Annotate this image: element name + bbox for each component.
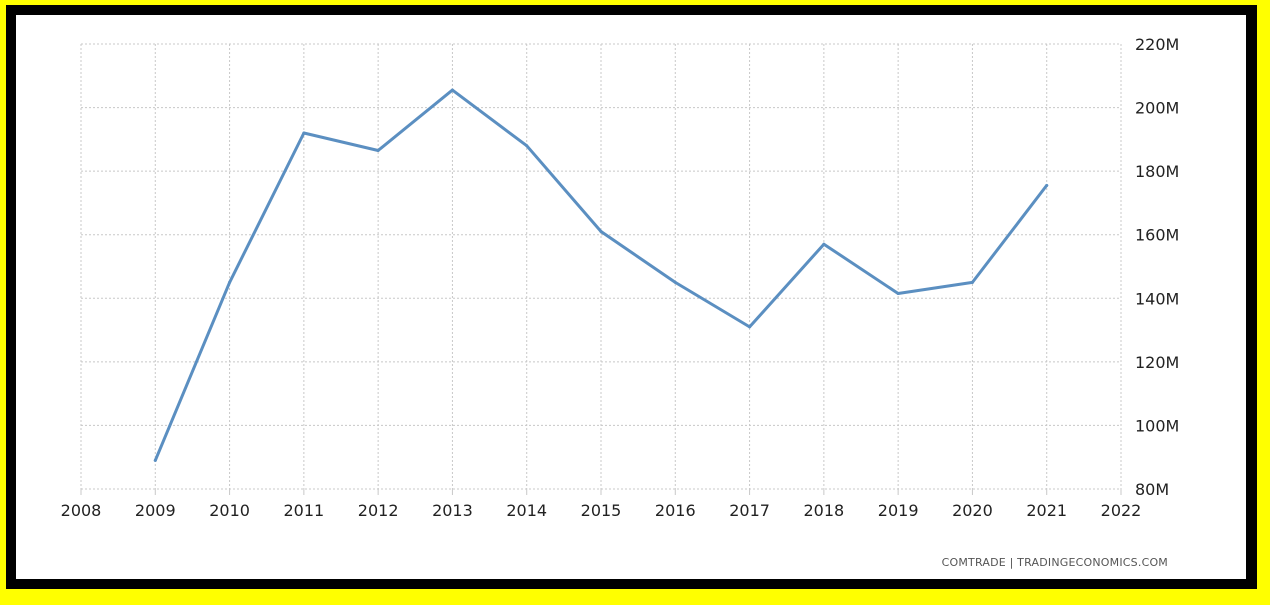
x-axis-ticks: 2008 2009 2010 2011 2012 2013 2014 2015 2016 2017… bbox=[61, 501, 1142, 520]
data-point bbox=[1045, 183, 1049, 187]
x-tick-label: 2015 bbox=[581, 501, 622, 520]
chart-frame: 2008 2009 2010 2011 2012 2013 2014 2015 2016 2017… bbox=[6, 5, 1257, 589]
x-tick-label: 2018 bbox=[803, 501, 844, 520]
x-tick-label: 2016 bbox=[655, 501, 696, 520]
y-tick-label: 120M bbox=[1135, 353, 1179, 372]
x-tick-label: 2013 bbox=[432, 501, 473, 520]
data-point bbox=[228, 280, 232, 284]
x-tick-label: 2020 bbox=[952, 501, 993, 520]
data-point bbox=[153, 458, 157, 462]
x-tick-label: 2009 bbox=[135, 501, 176, 520]
x-tick-label: 2019 bbox=[878, 501, 919, 520]
data-point bbox=[748, 325, 752, 329]
data-point bbox=[673, 280, 677, 284]
y-tick-label: 180M bbox=[1135, 162, 1179, 181]
data-point bbox=[376, 148, 380, 152]
x-tick-label: 2014 bbox=[506, 501, 547, 520]
y-tick-label: 220M bbox=[1135, 35, 1179, 54]
chart-panel: 2008 2009 2010 2011 2012 2013 2014 2015 2016 2017… bbox=[16, 15, 1246, 579]
x-tick-label: 2012 bbox=[358, 501, 399, 520]
y-tick-label: 140M bbox=[1135, 289, 1179, 308]
y-tick-label: 80M bbox=[1135, 480, 1169, 499]
y-tick-label: 160M bbox=[1135, 226, 1179, 245]
data-point bbox=[896, 292, 900, 296]
data-point bbox=[822, 242, 826, 246]
x-tick-label: 2010 bbox=[209, 501, 250, 520]
x-tick-label: 2011 bbox=[283, 501, 324, 520]
y-tick-label: 100M bbox=[1135, 416, 1179, 435]
x-tick-label: 2021 bbox=[1026, 501, 1067, 520]
x-tick-label: 2017 bbox=[729, 501, 770, 520]
data-point bbox=[302, 131, 306, 135]
source-label: COMTRADE | TRADINGECONOMICS.COM bbox=[942, 556, 1168, 569]
x-tick-label: 2008 bbox=[61, 501, 102, 520]
y-tick-label: 200M bbox=[1135, 99, 1179, 118]
line-chart: 2008 2009 2010 2011 2012 2013 2014 2015 2016 2017… bbox=[61, 35, 1180, 569]
data-point bbox=[525, 144, 529, 148]
series-layer bbox=[153, 88, 1049, 462]
x-tick-label: 2022 bbox=[1101, 501, 1142, 520]
data-point bbox=[450, 88, 454, 92]
grid bbox=[80, 43, 1122, 495]
data-point bbox=[970, 280, 974, 284]
data-point bbox=[599, 230, 603, 234]
y-axis-ticks: 80M 100M 120M 140M 160M 180M 200M 220M bbox=[1135, 35, 1179, 499]
